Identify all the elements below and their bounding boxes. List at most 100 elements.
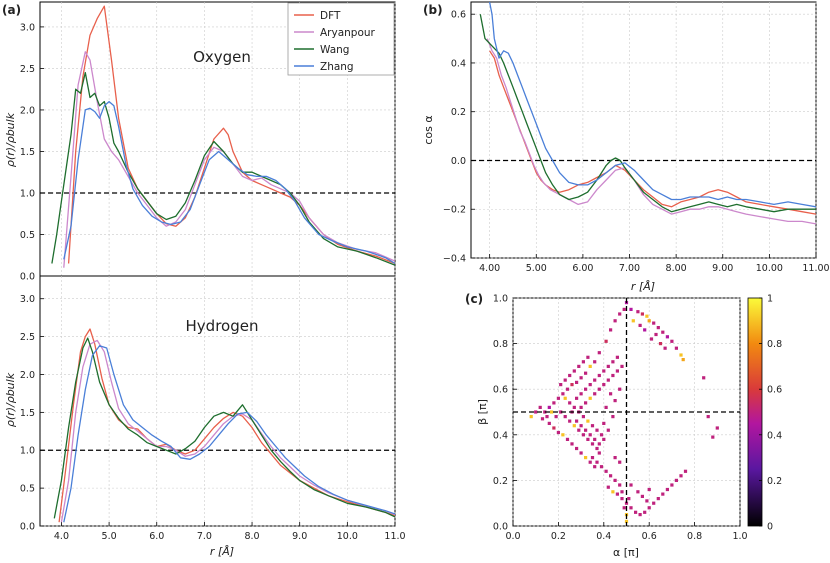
- heatmap-cell-53: [593, 465, 597, 469]
- heatmap-cell-158: [711, 435, 715, 439]
- heatmap-cell-9: [661, 330, 665, 334]
- heatmap-cell-95: [588, 396, 592, 400]
- legend-label-aryanpour: Aryanpour: [320, 27, 376, 39]
- legend-label-dft: DFT: [320, 10, 341, 22]
- heatmap-cell-48: [570, 442, 574, 446]
- heatmap-cell-132: [679, 474, 683, 478]
- panel-label-b: (b): [423, 3, 443, 17]
- heatmap-cell-7: [652, 321, 656, 325]
- heatmap-cell-109: [590, 456, 595, 460]
- heatmap-cell-57: [572, 369, 576, 373]
- heatmap-cell-90: [606, 364, 610, 368]
- xtick-label-a-bottom-7: 11.0: [384, 531, 405, 542]
- colorbar-tick-label-1: 0.2: [767, 476, 782, 487]
- heatmap-cell-70: [559, 410, 563, 414]
- panel-label-c: (c): [465, 292, 483, 306]
- xtick-label-c-3: 0.6: [642, 531, 657, 542]
- xtick-label-a-bottom-5: 9.0: [292, 531, 307, 542]
- xtick-label-b-4: 8.00: [666, 263, 687, 274]
- heatmap-cell-86: [588, 383, 592, 387]
- heatmap-cell-89: [602, 369, 606, 373]
- heatmap-cell-112: [604, 469, 608, 473]
- heatmap-cell-102: [620, 364, 624, 368]
- panel-a-hydrogen: 0.0 0.5 1.0 1.5 2.0 2.5 3.0 4.0 5.0 6.0 7.0 8.0 9.0…: [4, 275, 406, 558]
- heatmap-cell-128: [661, 492, 665, 496]
- heatmap-cell-34: [561, 392, 565, 396]
- heatmap-cell-87: [593, 378, 597, 382]
- ytick-label-a-top-2: 1.0: [20, 188, 35, 199]
- xtick-label-b-0: 4.00: [479, 263, 500, 274]
- heatmap-cell-123: [638, 513, 642, 517]
- heatmap-cell-37: [547, 405, 551, 409]
- xtick-label-a-bottom-3: 7.0: [197, 531, 212, 542]
- panel-a-hydrogen-frame: [39, 275, 396, 527]
- heatmap-cell-121: [629, 506, 633, 510]
- heatmap-cell-42: [540, 417, 545, 421]
- ytick-label-a-top-3: 1.5: [20, 147, 35, 158]
- heatmap-cell-36: [552, 401, 556, 405]
- ytick-label-a-top-4: 2.0: [20, 105, 35, 116]
- heatmap-cell-99: [606, 378, 610, 382]
- series-a-hydrogen: [40, 328, 395, 523]
- heatmap-cell-153: [613, 456, 617, 460]
- ytick-label-b-5: 0.6: [451, 10, 466, 21]
- heatmap-cell-127: [656, 497, 660, 501]
- xtick-label-a-bottom-2: 6.0: [149, 531, 164, 542]
- heatmap-cell-117: [611, 490, 615, 494]
- colorbar-gradient: [747, 297, 763, 527]
- ytick-label-b-0: −0.4: [443, 254, 466, 265]
- heatmap-cell-61: [563, 396, 567, 400]
- ytick-label-a-bottom-4: 2.0: [20, 370, 35, 381]
- series-a-oxygen: [40, 5, 395, 268]
- heatmap-cell-65: [581, 415, 585, 419]
- heatmap-cell-100: [611, 373, 615, 378]
- heatmap-cell-92: [615, 355, 619, 359]
- heatmap-cell-44: [552, 426, 556, 430]
- yticks-b: −0.4 −0.2 0.0 0.2 0.4 0.6: [443, 10, 475, 265]
- heatmap-cell-69: [599, 433, 604, 437]
- heatmap-cell-108: [597, 442, 601, 446]
- series-aryanpour-b: [486, 38, 816, 225]
- grid-b: [471, 2, 817, 259]
- xtick-label-c-2: 0.4: [596, 531, 611, 542]
- heatmap-cell-79: [554, 415, 558, 419]
- heatmap-cell-12: [674, 346, 678, 350]
- heatmap-cell-98: [602, 383, 606, 387]
- reference-lines-c: [513, 298, 740, 526]
- ytick-label-a-top-1: 0.5: [20, 230, 35, 241]
- heatmap-cell-73: [572, 424, 576, 428]
- heatmap-cell-111: [599, 465, 604, 469]
- ytick-label-a-top-5: 2.5: [20, 64, 35, 75]
- heatmap-cell-15: [618, 312, 622, 316]
- heatmap-cell-74: [577, 428, 581, 432]
- heatmap-cell-135: [624, 519, 629, 523]
- xlabel-b: r [Å]: [631, 280, 655, 293]
- heatmap-cell-133: [683, 469, 688, 473]
- heatmap-cell-23: [649, 337, 654, 341]
- heatmap-cell-24: [658, 342, 663, 346]
- heatmap-cell-138: [620, 490, 624, 494]
- ytick-label-a-top-0: 0.0: [20, 272, 35, 283]
- heatmap-cell-75: [581, 433, 585, 437]
- colorbar-tick-label-4: 0.8: [767, 339, 782, 350]
- heatmap-cell-151: [602, 437, 606, 441]
- grid-a-hydrogen: [40, 276, 396, 527]
- heatmap-cell-8: [656, 326, 660, 330]
- ytick-label-a-bottom-1: 0.5: [20, 484, 35, 495]
- heatmap-cell-147: [604, 405, 608, 409]
- xtick-label-a-bottom-6: 10.0: [337, 531, 358, 542]
- yticks-a-hydrogen: 0.0 0.5 1.0 1.5 2.0 2.5 3.0: [20, 294, 44, 533]
- heatmap-cell-144: [613, 399, 617, 403]
- heatmap-cell-107: [593, 437, 597, 441]
- heatmap-cell-110: [595, 460, 599, 464]
- panel-c: 0.0 0.2 0.4 0.6 0.8 1.0 0.0 0.2 0.4 0.6 0.8 1.0 (c…: [465, 292, 782, 559]
- heatmap-cell-31: [575, 380, 579, 384]
- heatmap-cell-45: [556, 430, 560, 435]
- heatmap-cell-154: [618, 460, 622, 464]
- xtick-label-b-5: 9.00: [712, 263, 733, 274]
- ylabel-a-oxygen: ρ(r)/ρbulk: [4, 112, 17, 167]
- series-wang-a-top: [51, 71, 395, 266]
- yticks-c: 0.0 0.2 0.4 0.6 0.8 1.0: [493, 294, 517, 533]
- title-oxygen: Oxygen: [193, 48, 251, 66]
- xtick-label-b-7: 11.00: [802, 263, 829, 274]
